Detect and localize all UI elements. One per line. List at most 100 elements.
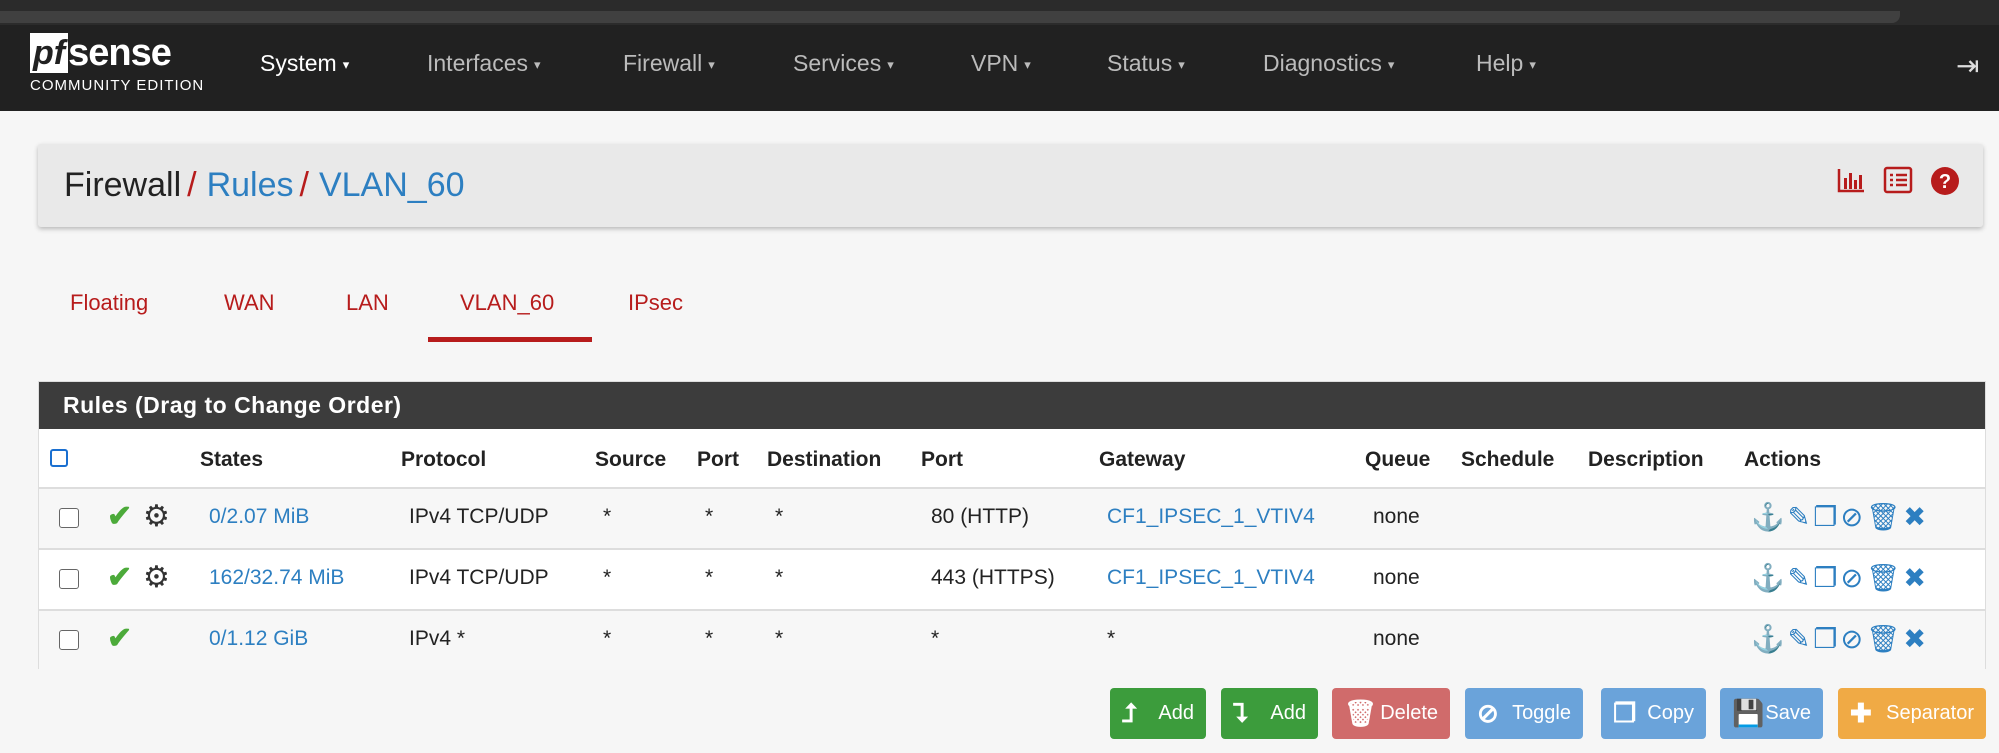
logo-edition: COMMUNITY EDITION — [30, 77, 205, 94]
nav-help[interactable]: Help ▾ — [1476, 50, 1536, 77]
header-protocol: Protocol — [401, 448, 487, 471]
nav-services[interactable]: Services ▾ — [793, 50, 894, 77]
button-label: Add — [1270, 702, 1306, 724]
states-link[interactable]: 0/2.07 MiB — [209, 505, 310, 528]
nav-label: System — [260, 50, 337, 76]
states-link[interactable]: 0/1.12 GiB — [209, 627, 309, 650]
row-checkbox[interactable] — [59, 569, 79, 589]
trash-icon[interactable]: 🗑 — [1866, 563, 1904, 593]
source: * — [603, 505, 612, 528]
copy-icon[interactable]: ❐ — [1813, 502, 1841, 532]
disable-icon: ⊘ — [1477, 698, 1499, 728]
disable-icon[interactable]: ⊘ — [1840, 563, 1867, 593]
tab-ipsec[interactable]: IPsec — [628, 290, 684, 315]
add-top-button[interactable]: ⮥ Add — [1110, 688, 1206, 739]
save-button[interactable]: 💾 Save — [1720, 688, 1823, 739]
button-label: Copy — [1647, 702, 1694, 724]
header-description: Description — [1588, 448, 1704, 471]
pass-check-icon: ✔ — [107, 500, 133, 533]
caret-down-icon: ▾ — [534, 56, 541, 72]
edit-pencil-icon[interactable]: ✎ — [1787, 624, 1814, 654]
header-source-port: Port — [697, 448, 739, 471]
breadcrumb-rules[interactable]: Rules — [206, 166, 294, 204]
gateway: * — [1107, 627, 1116, 650]
source-port: * — [705, 566, 714, 589]
nav-label: Help — [1476, 50, 1524, 76]
edit-pencil-icon[interactable]: ✎ — [1787, 563, 1814, 593]
delete-x-icon[interactable]: ✖ — [1903, 502, 1929, 532]
nav-label: Status — [1107, 50, 1173, 76]
table-row[interactable]: ✔ ⚙ 162/32.74 MiB IPv4 TCP/UDP * * * 443… — [39, 548, 1985, 609]
tab-lan[interactable]: LAN — [346, 290, 389, 315]
nav-system[interactable]: System ▾ — [260, 50, 349, 77]
tab-wan[interactable]: WAN — [224, 290, 275, 315]
caret-down-icon: ▾ — [1024, 56, 1031, 72]
bar-chart-icon[interactable] — [1836, 166, 1866, 201]
destination: * — [775, 627, 784, 650]
add-separator-button[interactable]: ✚ Separator — [1838, 688, 1986, 739]
row-checkbox[interactable] — [59, 508, 79, 528]
tab-vlan-60[interactable]: VLAN_60 — [460, 290, 555, 315]
trash-icon[interactable]: 🗑 — [1866, 624, 1904, 654]
row-actions: ⚓✎❐⊘🗑✖ — [1751, 501, 1929, 533]
copy-button[interactable]: ❐ Copy — [1601, 688, 1706, 739]
row-checkbox[interactable] — [59, 630, 79, 650]
disable-icon[interactable]: ⊘ — [1840, 624, 1867, 654]
states-link[interactable]: 162/32.74 MiB — [209, 566, 345, 589]
edit-pencil-icon[interactable]: ✎ — [1787, 502, 1814, 532]
pfsense-logo[interactable]: pfsense COMMUNITY EDITION — [30, 33, 204, 94]
gateway-link[interactable]: CF1_IPSEC_1_VTIV4 — [1107, 505, 1315, 528]
nav-interfaces[interactable]: Interfaces ▾ — [427, 50, 541, 77]
active-tab-indicator — [428, 337, 592, 342]
help-icon[interactable]: ? — [1930, 166, 1960, 203]
navbar: pfsense COMMUNITY EDITION System ▾ Interf… — [0, 25, 1999, 111]
toggle-button[interactable]: ⊘ Toggle — [1465, 688, 1583, 739]
save-icon: 💾 — [1732, 698, 1765, 728]
anchor-icon[interactable]: ⚓ — [1751, 624, 1788, 654]
trash-icon[interactable]: 🗑 — [1866, 502, 1904, 532]
anchor-icon[interactable]: ⚓ — [1751, 502, 1788, 532]
table-row[interactable]: ✔ 0/1.12 GiB IPv4 * * * * * * none ⚓✎❐⊘🗑… — [39, 609, 1985, 670]
logo-pf: pf — [30, 33, 69, 73]
caret-down-icon: ▾ — [1387, 56, 1395, 72]
nav-diagnostics[interactable]: Diagnostics ▾ — [1263, 50, 1394, 77]
row-actions: ⚓✎❐⊘🗑✖ — [1751, 562, 1929, 594]
plus-icon: ✚ — [1850, 698, 1872, 728]
header-destination: Destination — [767, 448, 882, 471]
breadcrumb-separator: / — [187, 166, 197, 204]
queue: none — [1373, 627, 1420, 650]
copy-icon[interactable]: ❐ — [1813, 624, 1841, 654]
button-label: Toggle — [1512, 702, 1571, 724]
breadcrumb: Firewall / Rules / VLAN_60 — [64, 166, 465, 205]
copy-icon[interactable]: ❐ — [1813, 563, 1841, 593]
header-schedule: Schedule — [1461, 448, 1555, 471]
table-row[interactable]: ✔ ⚙ 0/2.07 MiB IPv4 TCP/UDP * * * 80 (HT… — [39, 487, 1985, 548]
delete-x-icon[interactable]: ✖ — [1903, 563, 1929, 593]
nav-firewall[interactable]: Firewall ▾ — [623, 50, 715, 77]
add-bottom-button[interactable]: ⮧ Add — [1221, 688, 1318, 739]
breadcrumb-separator: / — [299, 166, 309, 204]
breadcrumb-current[interactable]: VLAN_60 — [318, 166, 465, 204]
queue: none — [1373, 566, 1420, 589]
header-destination-port: Port — [921, 448, 963, 471]
pass-check-icon: ✔ — [107, 561, 133, 594]
delete-x-icon[interactable]: ✖ — [1903, 624, 1929, 654]
destination-port: 443 (HTTPS) — [931, 566, 1055, 589]
anchor-icon[interactable]: ⚓ — [1751, 563, 1788, 593]
nav-vpn[interactable]: VPN ▾ — [971, 50, 1031, 77]
tab-floating[interactable]: Floating — [70, 290, 149, 315]
svg-text:?: ? — [1939, 171, 1951, 193]
header-states: States — [200, 448, 264, 471]
disable-icon[interactable]: ⊘ — [1840, 502, 1867, 532]
button-label: Save — [1765, 702, 1811, 724]
list-icon[interactable] — [1883, 166, 1913, 201]
select-all-checkbox[interactable] — [50, 449, 68, 467]
queue: none — [1373, 505, 1420, 528]
delete-button[interactable]: 🗑 Delete — [1332, 688, 1450, 739]
header-actions: Actions — [1744, 448, 1822, 471]
logout-icon[interactable]: ⇥ — [1956, 50, 1980, 81]
destination-port: * — [931, 627, 940, 650]
nav-label: Diagnostics — [1263, 50, 1382, 76]
gateway-link[interactable]: CF1_IPSEC_1_VTIV4 — [1107, 566, 1315, 589]
nav-status[interactable]: Status ▾ — [1107, 50, 1185, 77]
